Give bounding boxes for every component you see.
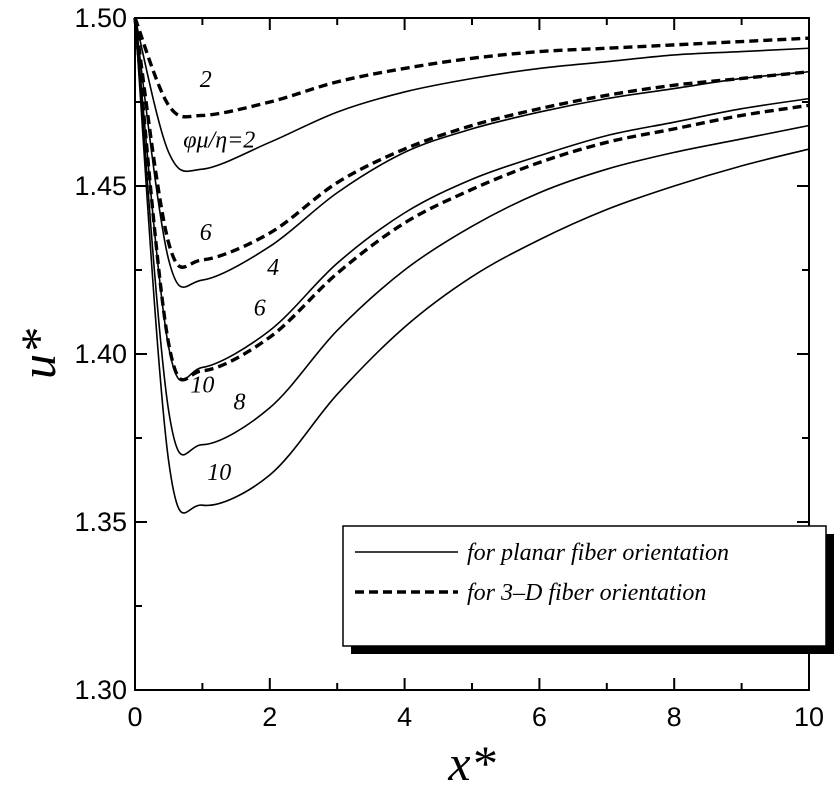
x-tick-label: 0 [127, 702, 142, 732]
curve-label: 4 [267, 255, 279, 281]
legend-label-3d: for 3–D fiber orientation [467, 580, 706, 606]
curve-label: 2 [200, 67, 212, 93]
y-tick-label: 1.30 [74, 675, 127, 705]
y-tick-label: 1.50 [74, 3, 127, 33]
series-line-3d [133, 17, 810, 382]
y-tick-label: 1.40 [74, 339, 127, 369]
series-line-planar [134, 17, 810, 382]
x-axis-title: x* [447, 735, 495, 787]
series-line-3d [133, 17, 810, 119]
series-line-planar [134, 17, 810, 514]
x-tick-label: 6 [532, 702, 547, 732]
y-tick-label: 1.45 [74, 171, 127, 201]
x-tick-label: 10 [794, 702, 824, 732]
legend: for planar fiber orientation for 3–D fib… [342, 525, 834, 654]
y-tick-label: 1.35 [74, 507, 127, 537]
curve-label: φμ/η=2 [183, 127, 255, 153]
series-line-planar [134, 17, 810, 173]
y-axis-title: u* [10, 329, 66, 379]
curve-label: 10 [207, 460, 231, 486]
x-tick-label: 4 [397, 702, 412, 732]
axis-ticks [134, 17, 810, 691]
series-line-3d [133, 17, 810, 269]
legend-label-planar: for planar fiber orientation [467, 540, 729, 566]
curve-label: 6 [254, 295, 266, 321]
series-line-planar [134, 17, 810, 456]
legend-box [342, 525, 827, 647]
tick-labels: 0 2 4 6 8 101.301.351.401.451.50 [74, 3, 824, 732]
x-tick-label: 8 [667, 702, 682, 732]
curve-label: 8 [233, 389, 245, 415]
curve-label: 6 [200, 220, 212, 246]
x-tick-label: 2 [262, 702, 277, 732]
series-line-planar [134, 17, 810, 289]
series-group [133, 17, 810, 514]
curve-label: 10 [190, 373, 214, 399]
